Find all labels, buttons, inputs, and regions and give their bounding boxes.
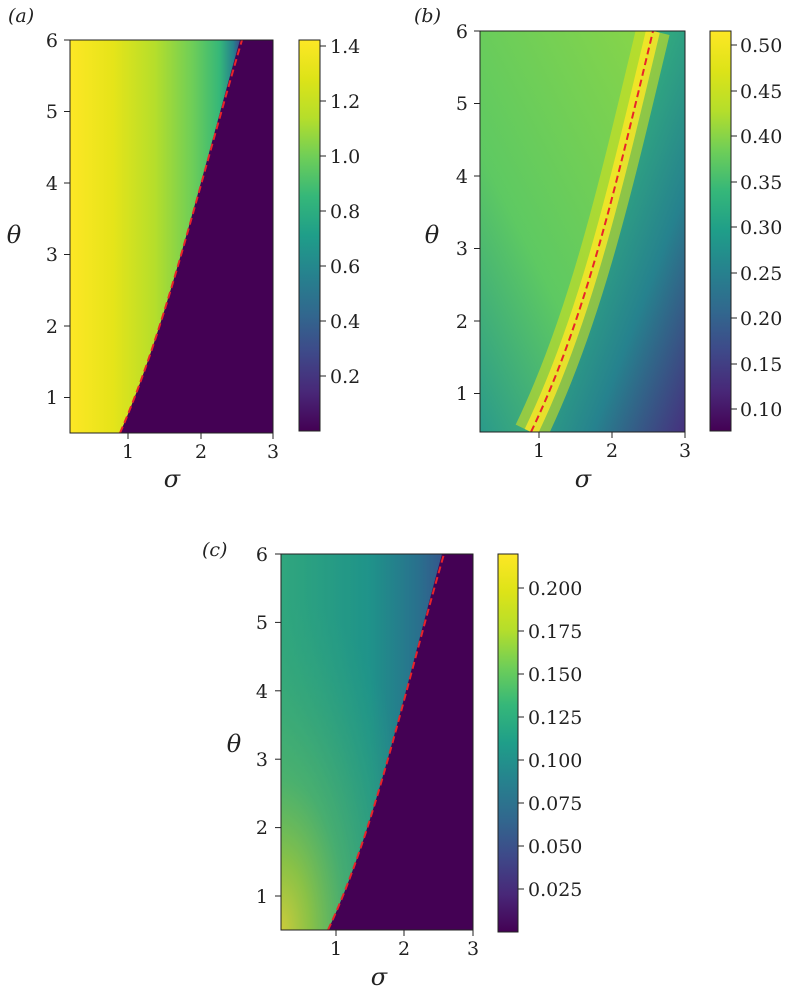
panel-c-xtick-1: 1	[330, 938, 342, 960]
panel-c-cbtick-0.100: 0.100	[528, 750, 582, 772]
panel-c-colorbar: 0.025 0.050 0.075 0.100 0.125 0.150 0.17…	[497, 553, 582, 933]
panel-c-cbtick-0.175: 0.175	[528, 621, 582, 643]
panel-a-ytick-3: 3	[46, 244, 58, 266]
panel-b-x-ticks: 1 2 3	[533, 432, 691, 462]
panel-c-cbtick-0.025: 0.025	[528, 879, 582, 901]
panel-c-cbtick-0.050: 0.050	[528, 836, 582, 858]
panel-b-ytick-2: 2	[456, 311, 468, 333]
panel-c-heatmap	[281, 554, 473, 930]
panel-c-ytick-6: 6	[256, 544, 268, 566]
panel-a-xtick-2: 2	[195, 441, 207, 463]
panel-b-xtick-1: 1	[533, 440, 545, 462]
panel-c-xtick-2: 2	[398, 938, 410, 960]
panel-a: (a) 6 5 4 3 2 1	[7, 5, 360, 493]
panel-a-cbtick-1.4: 1.4	[330, 36, 360, 58]
panel-b-xtick-2: 2	[606, 440, 618, 462]
panel-a-xtick-1: 1	[122, 441, 134, 463]
panel-c-tint	[281, 554, 442, 930]
panel-a-ytick-2: 2	[46, 316, 58, 338]
panel-b-cbtick-0.50: 0.50	[740, 35, 782, 57]
panel-b-ylabel: θ	[425, 221, 440, 249]
panel-c-corner-glow	[281, 554, 442, 930]
panel-b-colorbar: 0.10 0.15 0.20 0.25 0.30 0.35 0.40 0.45 …	[709, 30, 782, 432]
panel-a-cbtick-0.8: 0.8	[330, 201, 360, 223]
panel-a-heatmap	[70, 40, 273, 433]
panel-c-y-ticks: 6 5 4 3 2 1	[256, 544, 281, 908]
panel-c-cbtick-0.150: 0.150	[528, 664, 582, 686]
panel-c-ytick-2: 2	[256, 817, 268, 839]
panel-c-cbtick-0.075: 0.075	[528, 793, 582, 815]
panel-b-cbtick-0.25: 0.25	[740, 263, 782, 285]
panel-c: (c) 6	[202, 539, 582, 991]
panel-c-ytick-5: 5	[256, 612, 268, 634]
panel-a-ytick-4: 4	[46, 173, 58, 195]
panel-a-label: (a)	[8, 5, 34, 27]
panel-b-cbtick-0.40: 0.40	[740, 126, 782, 148]
panel-a-cbtick-1.0: 1.0	[330, 146, 360, 168]
panel-b-cbtick-0.30: 0.30	[740, 217, 782, 239]
panel-c-xtick-3: 3	[467, 938, 479, 960]
panel-c-ytick-1: 1	[256, 886, 268, 908]
panel-b-frame	[479, 30, 686, 433]
panel-c-ytick-4: 4	[256, 681, 268, 703]
panel-c-x-ticks: 1 2 3	[330, 930, 479, 960]
panel-b-xlabel: σ	[575, 465, 592, 493]
panel-a-xtick-3: 3	[267, 441, 279, 463]
panel-c-ytick-3: 3	[256, 749, 268, 771]
panel-b-ytick-1: 1	[456, 383, 468, 405]
panel-b-cbtick-0.10: 0.10	[740, 399, 782, 421]
panel-a-cbtick-0.6: 0.6	[330, 256, 360, 278]
panel-b-boundary-curve	[530, 30, 654, 433]
panel-b-ytick-6: 6	[456, 21, 468, 43]
panel-a-ytick-6: 6	[46, 30, 58, 52]
panel-c-cbtick-0.125: 0.125	[528, 707, 582, 729]
panel-a-cbtick-0.4: 0.4	[330, 311, 360, 333]
panel-a-ylabel: θ	[7, 221, 22, 249]
panel-b-y-ticks: 6 5 4 3 2 1	[456, 21, 480, 405]
panel-a-left-region	[70, 40, 240, 433]
panel-a-frame	[69, 39, 274, 434]
panel-b: (b) 6 5	[414, 5, 782, 493]
panel-c-ylabel: θ	[227, 730, 242, 758]
panel-b-cbtick-0.15: 0.15	[740, 354, 782, 376]
panel-c-cbtick-0.200: 0.200	[528, 578, 582, 600]
panel-a-xlabel: σ	[164, 465, 181, 493]
panel-a-ytick-5: 5	[46, 101, 58, 123]
panel-b-label: (b)	[414, 5, 441, 27]
panel-b-ytick-5: 5	[456, 93, 468, 115]
panel-b-ytick-4: 4	[456, 166, 468, 188]
panel-c-frame	[280, 553, 474, 931]
panel-c-xlabel: σ	[371, 963, 388, 991]
panel-b-xtick-3: 3	[679, 440, 691, 462]
panel-c-label: (c)	[202, 539, 227, 561]
panel-a-y-ticks: 6 5 4 3 2 1	[46, 30, 70, 409]
panel-a-cbtick-1.2: 1.2	[330, 91, 360, 113]
panel-a-ytick-1: 1	[46, 387, 58, 409]
panel-b-heatmap	[480, 31, 685, 432]
panel-a-x-ticks: 1 2 3	[122, 433, 279, 463]
panel-a-boundary-curve	[119, 39, 243, 434]
panel-b-ytick-3: 3	[456, 238, 468, 260]
panel-b-cbtick-0.45: 0.45	[740, 81, 782, 103]
panel-b-cbtick-0.35: 0.35	[740, 172, 782, 194]
panel-a-colorbar: 0.2 0.4 0.6 0.8 1.0 1.2 1.4	[298, 36, 360, 432]
panel-a-cbtick-0.2: 0.2	[330, 366, 360, 388]
panel-c-boundary-curve	[327, 553, 445, 931]
panel-b-cbtick-0.20: 0.20	[740, 308, 782, 330]
